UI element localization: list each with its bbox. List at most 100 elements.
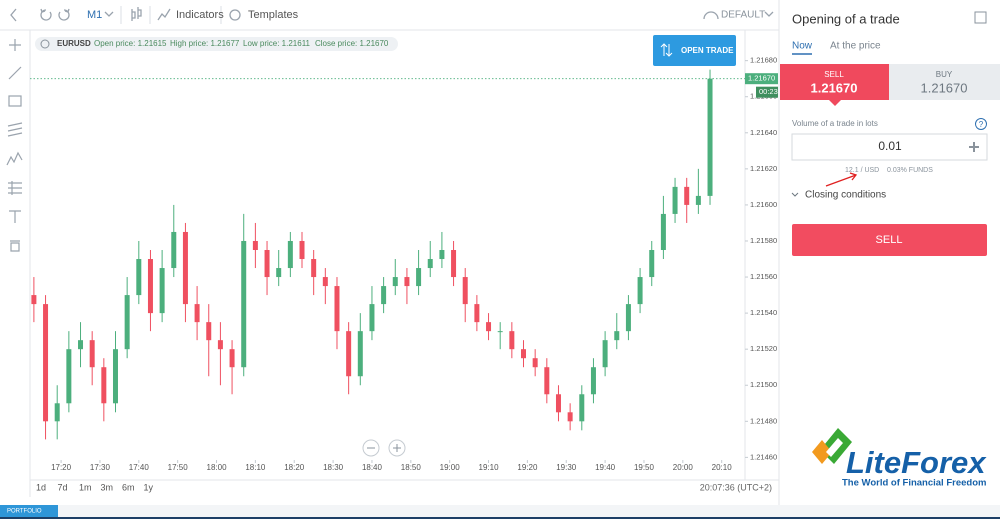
buy-label[interactable]: BUY: [936, 70, 953, 79]
panel-icon[interactable]: [974, 11, 987, 24]
x-tick-label: 19:30: [556, 463, 577, 472]
candle-body: [497, 331, 503, 333]
candle-body: [567, 412, 573, 422]
y-tick-label: 1.21520: [750, 344, 777, 353]
portfolio-label[interactable]: PORTFOLIO: [7, 509, 42, 515]
line-tool[interactable]: [8, 66, 22, 80]
period-button[interactable]: 7d: [58, 482, 68, 492]
timeframe-caret[interactable]: [104, 11, 114, 17]
high-price: High price: 1.21677: [170, 39, 240, 48]
candle-body: [509, 331, 515, 350]
timeframe[interactable]: M1: [87, 9, 102, 21]
tab-now[interactable]: Now: [792, 41, 813, 52]
sell-button-label[interactable]: SELL: [876, 234, 903, 246]
candle-body: [252, 240, 258, 250]
x-tick-label: 17:50: [168, 463, 189, 472]
portfolio-bar: [0, 505, 1000, 519]
back-icon[interactable]: [10, 8, 17, 22]
x-tick-label: 18:30: [323, 463, 344, 472]
closing-conditions[interactable]: Closing conditions: [805, 190, 886, 201]
candle-body: [66, 349, 72, 404]
y-tick-label: 1.21600: [750, 200, 777, 209]
low-price: Low price: 1.21611: [243, 39, 311, 48]
volume-value[interactable]: 0.01: [878, 139, 902, 153]
candle-body: [555, 394, 561, 413]
buy-box[interactable]: [889, 64, 1000, 100]
y-tick-label: 1.21560: [750, 272, 777, 281]
period-button[interactable]: 1m: [79, 482, 92, 492]
candle-body: [346, 331, 352, 377]
candle-body: [194, 304, 200, 323]
templates-button[interactable]: Templates: [248, 9, 299, 21]
candle-body: [451, 250, 457, 278]
panel-title: Opening of a trade: [792, 11, 900, 26]
symbol: EURUSD: [57, 39, 91, 48]
chart-type-icon[interactable]: [131, 7, 142, 21]
top-bar: [0, 0, 779, 30]
open-trade-label[interactable]: OPEN TRADE: [681, 46, 734, 55]
sell-price[interactable]: 1.21670: [811, 80, 858, 95]
text-tool[interactable]: [9, 210, 21, 223]
help-icon[interactable]: [975, 118, 987, 130]
closing-caret[interactable]: [791, 192, 799, 197]
x-tick-label: 17:40: [129, 463, 150, 472]
candle-body: [182, 231, 188, 305]
settings-icon[interactable]: [40, 39, 50, 49]
redo-icon[interactable]: [58, 8, 70, 21]
candle-body: [31, 295, 37, 305]
candle-body: [416, 268, 422, 287]
open-trade-button[interactable]: [653, 35, 736, 66]
candle-body: [660, 213, 666, 250]
candle-body: [334, 286, 340, 332]
period-button[interactable]: 6m: [122, 482, 135, 492]
y-tick-label: 1.21460: [750, 452, 777, 461]
crosshair-tool[interactable]: [9, 39, 21, 51]
sell-box[interactable]: [780, 64, 889, 100]
layout-caret[interactable]: [764, 11, 774, 17]
candle-body: [427, 259, 433, 269]
period-button[interactable]: 1y: [144, 482, 154, 492]
drawing-tools: [6, 39, 23, 252]
countdown-tag: [756, 86, 778, 98]
candle-body: [532, 358, 538, 368]
volume-plus[interactable]: [969, 142, 979, 152]
tab-at-price[interactable]: At the price: [830, 41, 881, 52]
buy-price[interactable]: 1.21670: [921, 80, 968, 95]
candle-body: [707, 78, 713, 196]
fibo-tool[interactable]: [8, 181, 22, 195]
candle-body: [89, 340, 95, 368]
open-trade-icon: [660, 43, 673, 57]
period-button[interactable]: 3m: [101, 482, 114, 492]
portfolio-tab[interactable]: [0, 505, 58, 517]
delete-tool[interactable]: [10, 240, 20, 252]
sell-label[interactable]: SELL: [824, 70, 844, 79]
x-tick-label: 19:50: [634, 463, 655, 472]
candle-body: [439, 250, 445, 260]
logo-diamond-small: [812, 440, 832, 464]
clock: 20:07:36 (UTC+2): [700, 482, 772, 492]
indicators-icon[interactable]: [157, 8, 171, 21]
indicators-button[interactable]: Indicators: [176, 9, 224, 21]
candle-body: [649, 250, 655, 278]
candle-body: [404, 277, 410, 287]
candle-body: [684, 186, 690, 205]
layout-button[interactable]: DEFAULT: [721, 10, 765, 21]
y-tick-label: 1.21580: [750, 236, 777, 245]
candle-body: [625, 304, 631, 332]
x-tick-label: 17:30: [90, 463, 111, 472]
rect-tool[interactable]: [8, 95, 22, 107]
period-button[interactable]: 1d: [36, 482, 46, 492]
layout-icon[interactable]: [703, 11, 719, 20]
channel-tool[interactable]: [7, 122, 23, 137]
undo-icon[interactable]: [40, 8, 52, 21]
pattern-tool[interactable]: [6, 151, 23, 166]
chart: 1.216801.216601.216401.216201.216001.215…: [30, 56, 778, 472]
candle-body: [171, 231, 177, 269]
volume-input[interactable]: [791, 133, 988, 161]
templates-icon[interactable]: [229, 9, 241, 21]
sell-button[interactable]: [792, 224, 987, 256]
logo-name: LiteForex: [846, 445, 987, 480]
candle-body: [357, 331, 363, 377]
top-toolbar: [10, 6, 774, 24]
candle-body: [322, 277, 328, 287]
